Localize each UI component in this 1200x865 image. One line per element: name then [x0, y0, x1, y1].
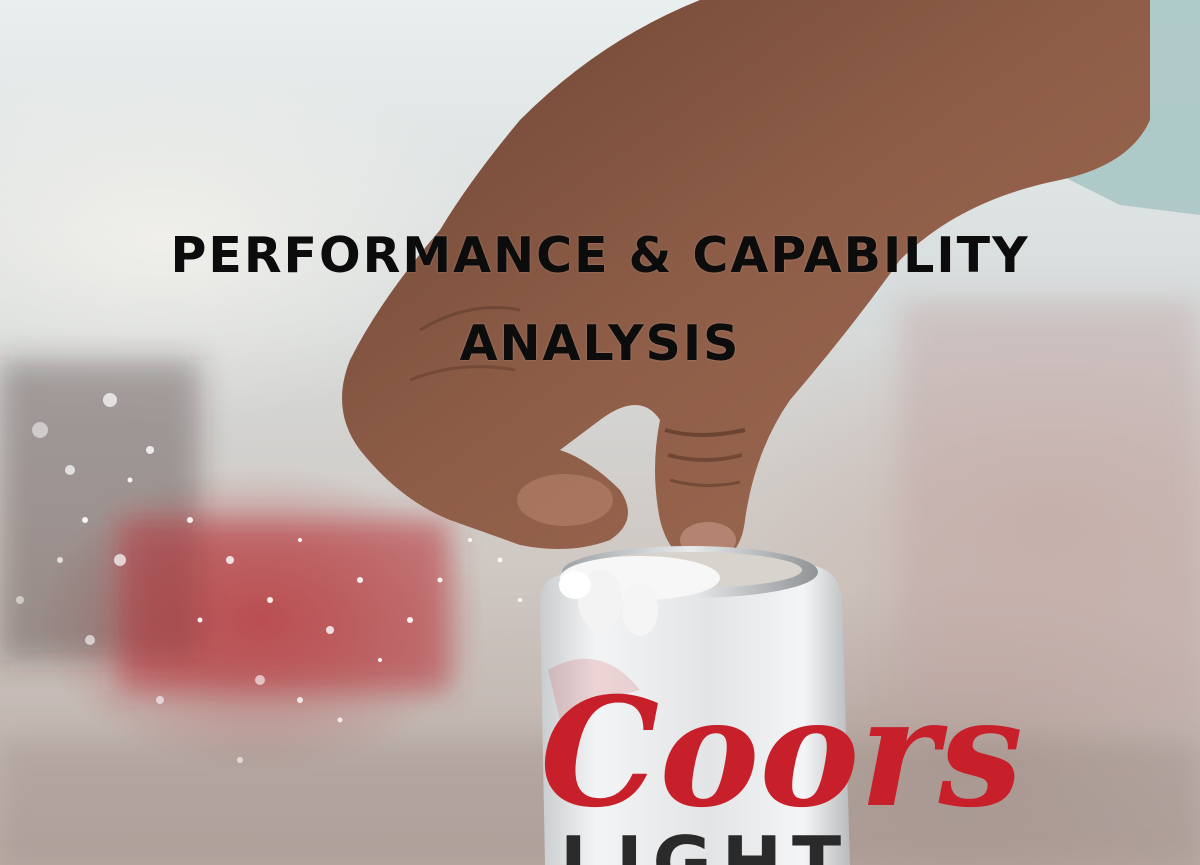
page-title: PERFORMANCE & CAPABILITY ANALYSIS — [0, 212, 1200, 388]
foam — [559, 556, 720, 636]
title-line-1: PERFORMANCE & CAPABILITY — [170, 227, 1030, 284]
can-sub-logo: LIGHT — [560, 821, 851, 865]
can-brand-logo: Coors — [540, 665, 1023, 841]
spray-droplets — [16, 393, 522, 763]
title-line-2: ANALYSIS — [459, 315, 741, 372]
beer-can — [540, 546, 850, 865]
